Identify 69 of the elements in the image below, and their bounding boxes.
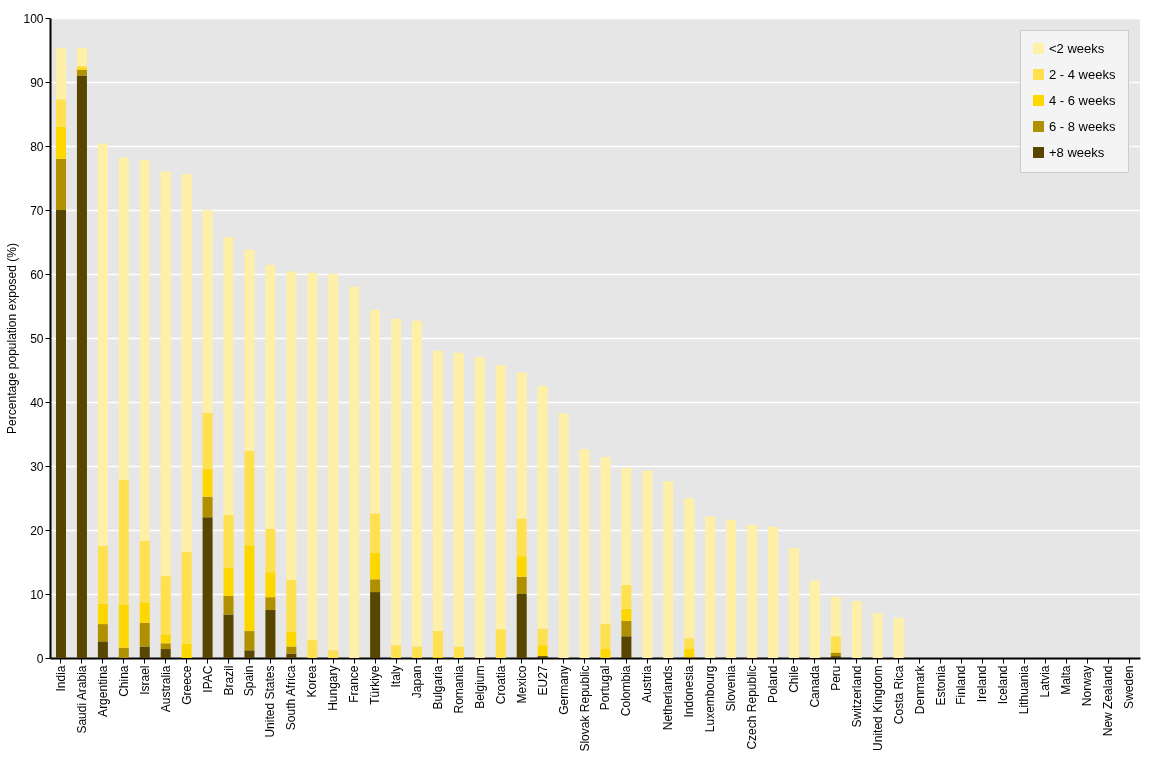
x-tick-label: IPAC (200, 665, 215, 693)
x-tick-label: Lithuania (1017, 665, 1032, 715)
x-tick-label: Korea (305, 665, 320, 698)
x-tick-label: Hungary (326, 665, 341, 711)
x-tick-label: Netherlands (661, 665, 676, 731)
x-tick-label: Saudi Arabia (74, 665, 89, 734)
y-tick-label: 80 (30, 139, 44, 154)
x-tick-label: Norway (1080, 665, 1095, 707)
x-tick-label: Sweden (1122, 665, 1137, 709)
x-tick-label: Italy (389, 665, 404, 688)
x-tick-label: Japan (410, 665, 424, 699)
y-tick-label: 90 (30, 75, 44, 90)
y-tick-label: 20 (30, 523, 44, 538)
x-tick-label: Denmark (912, 664, 927, 715)
x-tick-label: Peru (828, 665, 843, 691)
x-tick-label: Switzerland (849, 665, 864, 728)
x-tick-label: Germany (556, 665, 571, 715)
legend-label: 4 - 6 weeks (1049, 92, 1116, 108)
x-tick-label: United States (263, 665, 278, 738)
x-tick-label: New Zealand (1101, 665, 1116, 737)
x-tick-label: Türkiye (368, 665, 383, 705)
y-axis-title: Percentage population exposed (%) (5, 243, 20, 434)
x-tick-label: Indonesia (682, 665, 697, 718)
legend-label: +8 weeks (1049, 144, 1105, 160)
x-tick-label: Croatia (493, 665, 508, 705)
x-tick-label: Finland (954, 665, 969, 705)
x-tick-label: France (347, 665, 362, 703)
legend-label: <2 weeks (1049, 40, 1105, 56)
x-tick-label: Greece (179, 665, 194, 705)
y-tick-label: 50 (30, 331, 44, 346)
y-tick-label: 30 (30, 459, 44, 474)
x-tick-label: Mexico (514, 665, 529, 704)
x-tick-label: Israel (137, 665, 152, 695)
y-tick-label: 0 (36, 651, 44, 666)
x-tick-label: Czech Republic (745, 665, 760, 750)
legend-label: 2 - 4 weeks (1049, 66, 1116, 82)
x-tick-label: India (53, 665, 68, 692)
x-tick-label: Austria (640, 665, 655, 703)
x-tick-label: Argentina (95, 665, 110, 717)
x-tick-label: Malta (1059, 665, 1074, 695)
y-tick-label: 10 (30, 587, 44, 602)
x-tick-label: Bulgaria (430, 665, 445, 710)
y-tick-label: 40 (30, 395, 44, 410)
x-tick-label: Estonia (933, 665, 948, 706)
x-tick-label: Luxembourg (703, 665, 718, 733)
x-tick-label: Ireland (975, 665, 990, 703)
x-tick-label: Belgium (472, 665, 487, 709)
x-tick-label: Slovenia (724, 665, 739, 712)
legend-label: 6 - 8 weeks (1049, 118, 1116, 134)
x-tick-label: Chile (786, 665, 801, 693)
x-tick-label: South Africa (284, 665, 299, 731)
x-tick-label: Brazil (221, 665, 236, 696)
x-tick-label: Costa Rica (891, 665, 906, 725)
x-tick-label: Iceland (996, 665, 1011, 705)
x-tick-label: Colombia (619, 665, 634, 717)
x-tick-label: Spain (242, 665, 257, 697)
x-tick-label: EU27 (535, 665, 550, 696)
x-tick-label: Canada (807, 665, 822, 708)
x-tick-label: China (116, 665, 131, 697)
x-tick-label: Poland (766, 665, 780, 703)
y-tick-label: 100 (23, 11, 44, 26)
x-tick-label: Romania (451, 665, 466, 714)
y-tick-label: 70 (30, 203, 44, 218)
y-tick-label: 60 (30, 267, 44, 282)
x-tick-label: Latvia (1038, 665, 1053, 698)
x-tick-label: Australia (158, 665, 173, 713)
x-tick-label: Portugal (598, 665, 613, 711)
x-tick-label: Slovak Republic (577, 665, 592, 752)
x-tick-label: United Kingdom (870, 665, 885, 751)
